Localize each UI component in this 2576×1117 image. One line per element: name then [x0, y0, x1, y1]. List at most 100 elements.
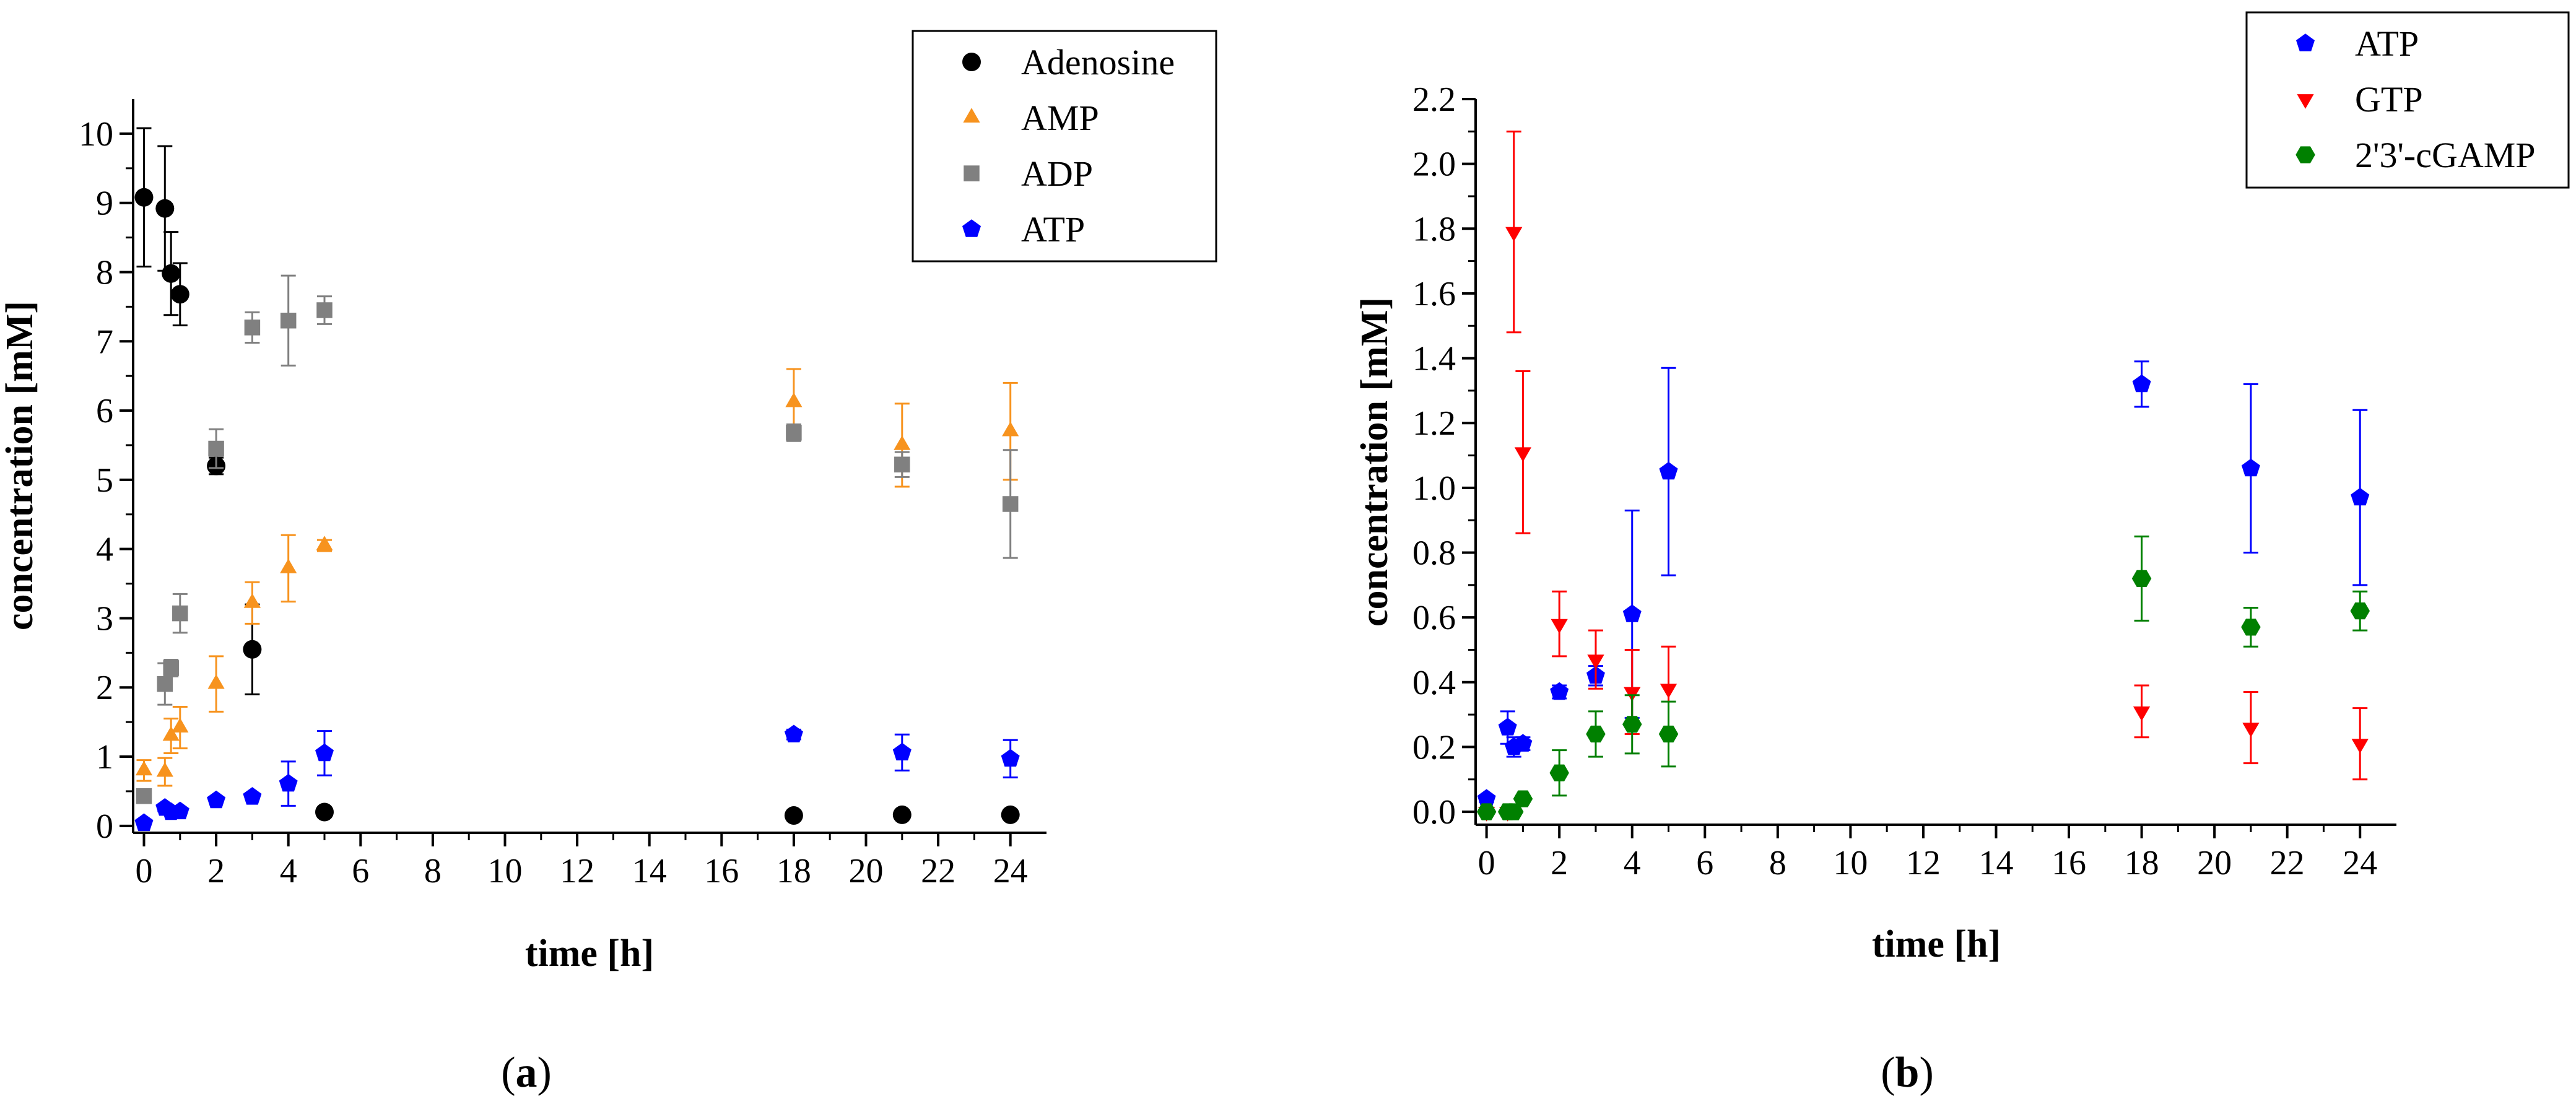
y-tick-label: 0.2 — [1412, 728, 1456, 767]
legend-label: GTP — [2355, 79, 2423, 120]
data-point — [1586, 725, 1606, 743]
data-point — [1476, 803, 1497, 820]
x-tick-label: 8 — [1769, 844, 1786, 882]
data-point — [1513, 734, 1533, 752]
data-point — [2351, 739, 2369, 754]
x-tick-label: 12 — [560, 852, 594, 890]
x-tick-label: 4 — [1624, 844, 1641, 882]
data-point — [208, 440, 224, 457]
panel-label: (b) — [1881, 1049, 1934, 1097]
data-point — [244, 319, 261, 336]
data-point — [207, 674, 225, 689]
panel-label-open: ( — [1881, 1049, 1895, 1097]
legend-marker — [964, 165, 980, 181]
x-tick-label: 18 — [777, 852, 811, 890]
data-point — [315, 743, 334, 762]
data-point — [2132, 374, 2151, 393]
y-tick-label: 1.2 — [1412, 404, 1456, 443]
y-tick-label: 4 — [96, 531, 113, 569]
data-point — [784, 724, 803, 742]
x-tick-label: 2 — [1551, 844, 1568, 882]
data-point — [786, 425, 802, 441]
data-point — [2351, 487, 2370, 506]
chart-panel-b: 0 2 4 6 8 10 12 14 16 18 20 22 240.00.20.40.60.81.01… — [1354, 11, 2570, 1097]
series-atp — [134, 724, 1020, 832]
data-point — [1498, 718, 1517, 736]
y-tick-label: 2.0 — [1412, 146, 1456, 184]
data-point — [1001, 805, 1020, 824]
legend-marker — [2295, 146, 2315, 163]
data-point — [279, 773, 298, 792]
data-point — [1622, 604, 1642, 622]
legend-marker — [962, 219, 981, 237]
series-2-3-cgamp — [1476, 535, 2370, 820]
data-point — [135, 760, 153, 776]
data-point — [170, 285, 189, 304]
y-tick-label: 1.6 — [1412, 275, 1456, 313]
data-point — [2133, 706, 2151, 721]
y-tick-label: 0 — [96, 807, 113, 846]
data-point — [2242, 723, 2260, 737]
x-tick-label: 16 — [2052, 844, 2086, 882]
y-tick-label: 1.4 — [1412, 340, 1456, 378]
x-tick-label: 24 — [2343, 844, 2377, 882]
data-point — [2241, 458, 2260, 477]
legend-label: Adenosine — [1021, 42, 1175, 82]
y-tick-label: 9 — [96, 185, 113, 223]
x-tick-label: 8 — [424, 852, 442, 890]
legend-label: AMP — [1021, 98, 1099, 138]
y-tick-label: 5 — [96, 461, 113, 500]
legend-label: ADP — [1021, 154, 1093, 194]
data-point — [1550, 682, 1569, 700]
y-tick-label: 1.8 — [1412, 210, 1456, 248]
x-tick-label: 16 — [704, 852, 739, 890]
x-tick-label: 0 — [135, 852, 152, 890]
data-point — [1513, 790, 1533, 807]
series-adenosine — [134, 127, 1020, 825]
legend-box — [912, 30, 1217, 263]
x-tick-label: 10 — [1833, 844, 1868, 882]
data-point — [1477, 789, 1496, 807]
y-axis-title: concentration [mM] — [1354, 297, 1396, 627]
x-tick-label: 12 — [1906, 844, 1941, 882]
legend-marker — [2296, 33, 2315, 51]
data-point — [157, 676, 173, 692]
x-tick-label: 2 — [207, 852, 225, 890]
data-point — [1504, 803, 1524, 820]
data-point — [1587, 654, 1604, 669]
y-tick-label: 0.6 — [1412, 599, 1456, 637]
panel-label-letter: a — [516, 1049, 537, 1097]
data-point — [892, 742, 912, 761]
data-point — [2241, 619, 2261, 636]
data-point — [1514, 447, 1531, 463]
data-point — [894, 456, 910, 473]
data-point — [1002, 496, 1019, 512]
legend-marker — [962, 53, 981, 71]
data-point — [163, 660, 179, 676]
data-point — [1658, 725, 1679, 743]
x-tick-label: 20 — [2197, 844, 2232, 882]
legend-marker — [2297, 94, 2314, 109]
data-point — [280, 558, 297, 573]
data-point — [892, 805, 912, 824]
data-point — [1549, 764, 1569, 781]
x-tick-label: 14 — [632, 852, 667, 890]
y-tick-label: 0.4 — [1412, 664, 1456, 702]
y-tick-label: 7 — [96, 323, 113, 361]
y-tick-label: 8 — [96, 253, 113, 292]
data-point — [172, 605, 188, 622]
data-point — [155, 199, 175, 218]
data-point — [162, 264, 181, 283]
y-tick-label: 6 — [96, 392, 113, 430]
legend-label: ATP — [2355, 24, 2419, 64]
panel-label-close: ) — [1919, 1049, 1933, 1097]
data-point — [243, 787, 262, 805]
data-point — [2350, 602, 2370, 620]
x-axis-title: time [h] — [1872, 923, 2001, 965]
legend-label: ATP — [1021, 209, 1085, 250]
data-point — [243, 640, 262, 659]
data-point — [784, 806, 803, 825]
panel-label-close: ) — [537, 1049, 552, 1097]
data-point — [156, 762, 173, 777]
